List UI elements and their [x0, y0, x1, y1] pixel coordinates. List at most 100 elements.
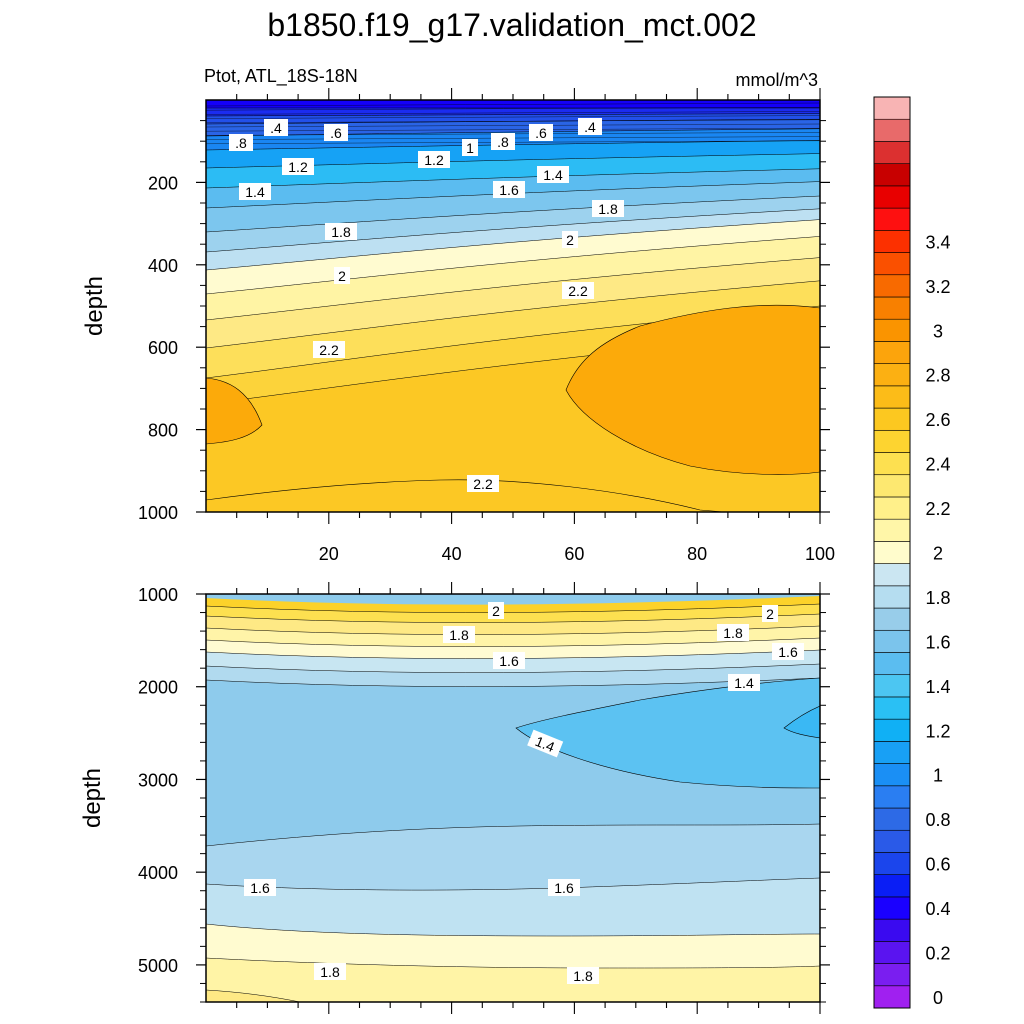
- lower-x-ticks: [236, 582, 821, 1014]
- y-tick-label: 800: [148, 421, 178, 441]
- upper-y-axis-label: depth: [81, 276, 108, 336]
- colorbar-swatch: [873, 918, 911, 942]
- contour-label-bg: [717, 624, 749, 641]
- contour-label: 1.4: [543, 167, 563, 183]
- lower-band: [206, 957, 820, 1002]
- contour-label-group: 1.4: [728, 674, 760, 691]
- upper-y-ticks: 200 400 600 800 1000: [138, 120, 830, 523]
- colorbar-label: 2.8: [925, 366, 950, 386]
- contour-label-bg: [443, 626, 475, 643]
- contour-label-bg: [314, 963, 346, 980]
- colorbar-swatch: [873, 629, 911, 653]
- y-tick-label: 5000: [138, 956, 178, 976]
- colorbar-swatch: [873, 985, 911, 1009]
- contour-label-bg: [313, 341, 345, 358]
- contour-label: 2: [492, 603, 500, 619]
- upper-right-max-region: [565, 304, 820, 475]
- contour-label: 1.6: [499, 182, 519, 198]
- colorbar-swatch: [873, 829, 911, 853]
- contour-label-bg: [244, 879, 276, 896]
- upper-left-max-region: [206, 377, 263, 445]
- contour-label: 1.8: [320, 964, 340, 980]
- contour-label: 2: [766, 606, 774, 622]
- contour-label-bg: [282, 158, 314, 175]
- contour-label-bg: [493, 181, 525, 198]
- colorbar-label: 0.2: [925, 943, 950, 963]
- colorbar-label: 0.6: [925, 855, 950, 875]
- contour-label: .6: [535, 125, 547, 141]
- x-tick-label: 60: [564, 544, 584, 564]
- upper-color-bands: [206, 100, 820, 512]
- lower-panel: 1000 2000 3000 4000 5000 depth 2 2 1.8 1.8 1.6 1.…: [79, 582, 830, 1014]
- contour-label-bg: [493, 652, 525, 669]
- contour-label-group: 2: [488, 602, 504, 619]
- contour-label: 1: [466, 140, 474, 156]
- lower-y-ticks: 1000 2000 3000 4000 5000: [138, 585, 830, 1003]
- contour-label-bg: [488, 602, 504, 619]
- x-tick-label: 80: [687, 544, 707, 564]
- contour-label-bg: [324, 124, 348, 141]
- lower-y-axis-label: depth: [79, 768, 106, 828]
- colorbar-swatch: [873, 807, 911, 831]
- upper-x-ticks: 20 40 60 80 100: [236, 88, 835, 564]
- colorbar-swatch: [873, 785, 911, 809]
- colorbar-label: 1.6: [925, 632, 950, 652]
- colorbar-label: 2.6: [925, 410, 950, 430]
- colorbar-swatch: [873, 163, 911, 187]
- contour-label: 1.6: [499, 653, 519, 669]
- contour-label-bg: [229, 134, 253, 151]
- chart-subtitle: Ptot, ATL_18S-18N: [204, 66, 358, 87]
- contour-label-bg: [527, 729, 564, 758]
- contour-label-bg: [529, 124, 553, 141]
- upper-contour-line: [206, 111, 820, 115]
- y-tick-label: 400: [148, 256, 178, 276]
- contour-label: 1.2: [288, 159, 308, 175]
- contour-label-group: 1.8: [443, 626, 475, 643]
- contour-label: 1.6: [778, 644, 798, 660]
- contour-label: 2.2: [568, 283, 588, 299]
- colorbar-swatch: [873, 496, 911, 520]
- colorbar-swatch: [873, 185, 911, 209]
- contour-label: 1.8: [331, 224, 351, 240]
- contour-label-bg: [548, 879, 580, 896]
- colorbar-label: 3.4: [925, 232, 950, 252]
- contour-label-bg: [334, 267, 350, 284]
- contour-label: .4: [584, 119, 596, 135]
- contour-label-bg: [728, 674, 760, 691]
- contour-label: 1.8: [573, 968, 593, 984]
- colorbar-swatch: [873, 674, 911, 698]
- colorbar-swatch: [873, 607, 911, 631]
- colorbar-swatch: [873, 896, 911, 920]
- contour-label-bg: [562, 231, 578, 248]
- contour-label: 1.8: [449, 627, 469, 643]
- contour-label: 1.4: [734, 675, 754, 691]
- contour-label-bg: [462, 139, 478, 156]
- colorbar-swatch: [873, 341, 911, 364]
- contour-label-group: 1.8: [567, 967, 599, 984]
- chart-title: b1850.f19_g17.validation_mct.002: [267, 7, 756, 43]
- colorbar-swatch: [873, 874, 911, 898]
- colorbar-label: 2.2: [925, 499, 950, 519]
- colorbar-swatch: [873, 518, 911, 542]
- contour-label-bg: [239, 183, 271, 200]
- colorbar-label: 3.2: [925, 277, 950, 297]
- contour-label: 1.8: [598, 201, 618, 217]
- contour-label-bg: [578, 118, 602, 135]
- contour-label-group: 1.6: [548, 879, 580, 896]
- colorbar-label: 3: [933, 321, 943, 341]
- upper-contour-labels: .4 .4 .6 .6 .8 .8 1 1.2 1.2 1.4 1.4 1.6 1.8 1.8 2 2 2.2 2…: [229, 118, 624, 492]
- contour-label-group: 1.8: [717, 624, 749, 641]
- contour-label: .8: [235, 135, 247, 151]
- contour-label: 2.2: [473, 476, 493, 492]
- lower-min-core: [783, 705, 820, 739]
- colorbar-swatch: [873, 741, 911, 764]
- contour-label: .8: [497, 134, 509, 150]
- y-tick-label: 1000: [138, 585, 178, 605]
- colorbar-swatch: [873, 96, 911, 120]
- colorbar-label: 2.4: [925, 455, 950, 475]
- colorbar-swatch: [873, 230, 911, 253]
- contour-label-group: 1.6: [493, 652, 525, 669]
- contour-label-bg: [762, 605, 778, 622]
- contour-label-group: 1.4: [527, 729, 564, 758]
